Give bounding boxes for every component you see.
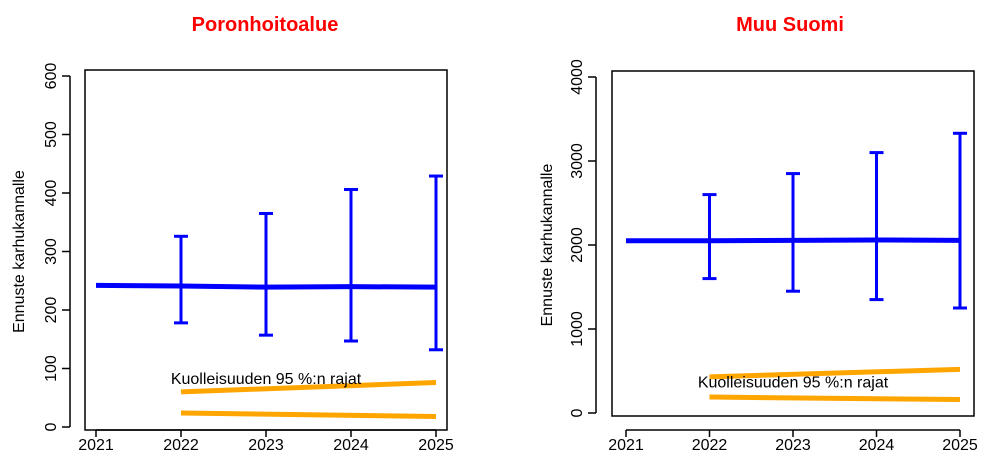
limit-line [180, 410, 437, 419]
y-tick-label: 500 [43, 121, 60, 148]
y-tick-label: 300 [43, 238, 60, 265]
y-tick-label: 3000 [569, 143, 586, 179]
chart-title-right: Muu Suomi [736, 14, 844, 36]
y-tick-label: 600 [43, 63, 60, 90]
annotation-label: Kuolleisuuden 95 %:n rajat [698, 375, 889, 392]
x-tick-label: 2024 [333, 437, 369, 454]
y-tick-label: 0 [569, 408, 586, 417]
x-tick-label: 2023 [248, 437, 284, 454]
y-tick-label: 1000 [569, 311, 586, 347]
y-tick-label: 200 [43, 297, 60, 324]
x-tick-label: 2021 [608, 437, 644, 454]
y-tick-label: 100 [43, 355, 60, 382]
x-tick-label: 2025 [942, 437, 978, 454]
y-tick-label: 2000 [569, 227, 586, 263]
y-axis-label: Ennuste karhukannalle [539, 164, 556, 327]
chart-panel-0: 0 100 200 300 400 500 600 Ennuste karhukannalle… [11, 63, 454, 454]
limit-line [709, 394, 961, 403]
y-axis-label: Ennuste karhukannalle [11, 170, 28, 333]
x-tick-label: 2024 [859, 437, 895, 454]
y-tick-label: 400 [43, 180, 60, 207]
plot-frame [611, 70, 975, 417]
x-tick-label: 2025 [418, 437, 454, 454]
limit-line [709, 366, 961, 380]
y-tick-label: 0 [43, 422, 60, 431]
x-tick-label: 2021 [78, 437, 114, 454]
y-tick-label: 4000 [569, 59, 586, 95]
chart-panel-1: 0 1000 2000 3000 4000 Ennuste karhukannalle 20… [539, 59, 978, 454]
x-tick-label: 2023 [775, 437, 811, 454]
chart-title-left: Poronhoitoalue [191, 14, 339, 36]
x-tick-label: 2022 [163, 437, 199, 454]
annotation-label: Kuolleisuuden 95 %:n rajat [171, 371, 362, 388]
x-tick-label: 2022 [692, 437, 728, 454]
limit-line [180, 380, 437, 395]
